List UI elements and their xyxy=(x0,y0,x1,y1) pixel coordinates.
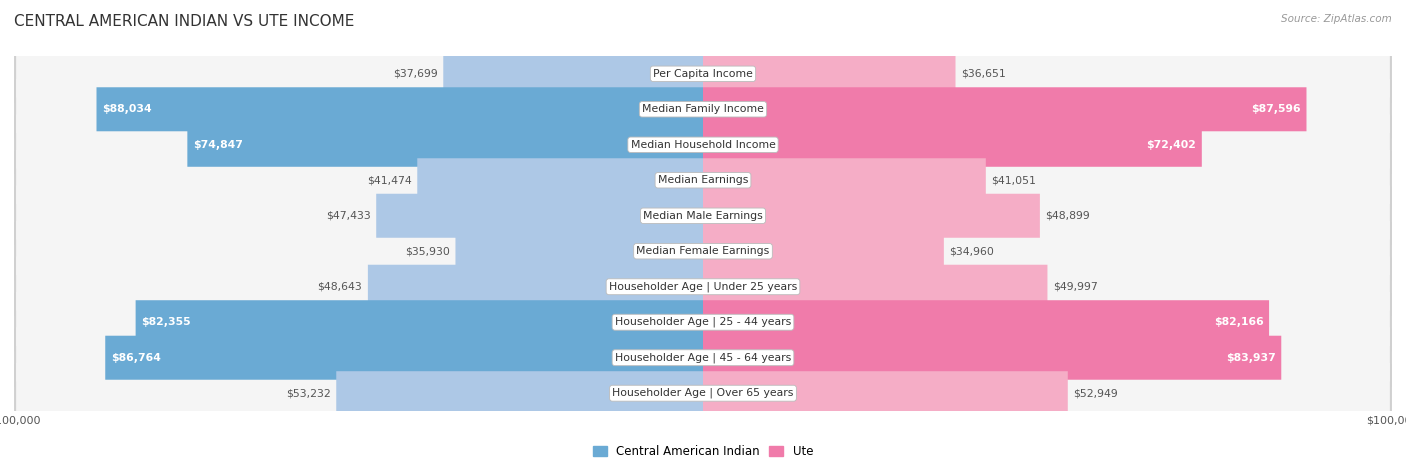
FancyBboxPatch shape xyxy=(14,364,1392,422)
Legend: Central American Indian, Ute: Central American Indian, Ute xyxy=(592,446,814,458)
FancyBboxPatch shape xyxy=(368,265,703,309)
Text: $82,355: $82,355 xyxy=(141,317,191,327)
FancyBboxPatch shape xyxy=(15,292,1391,346)
FancyBboxPatch shape xyxy=(14,329,1392,387)
Text: $35,930: $35,930 xyxy=(405,246,450,256)
FancyBboxPatch shape xyxy=(15,43,1391,98)
FancyBboxPatch shape xyxy=(377,194,703,238)
FancyBboxPatch shape xyxy=(703,87,1306,131)
FancyBboxPatch shape xyxy=(15,221,1391,275)
FancyBboxPatch shape xyxy=(97,87,703,131)
Text: Householder Age | Over 65 years: Householder Age | Over 65 years xyxy=(612,388,794,398)
Text: $83,937: $83,937 xyxy=(1226,353,1275,363)
FancyBboxPatch shape xyxy=(14,45,1392,103)
FancyBboxPatch shape xyxy=(14,222,1392,280)
Text: $41,051: $41,051 xyxy=(991,175,1036,185)
FancyBboxPatch shape xyxy=(703,300,1270,344)
Text: $34,960: $34,960 xyxy=(949,246,994,256)
FancyBboxPatch shape xyxy=(703,52,956,96)
Text: $53,232: $53,232 xyxy=(285,388,330,398)
FancyBboxPatch shape xyxy=(14,187,1392,245)
Text: Householder Age | Under 25 years: Householder Age | Under 25 years xyxy=(609,282,797,292)
Text: Median Household Income: Median Household Income xyxy=(630,140,776,150)
FancyBboxPatch shape xyxy=(443,52,703,96)
FancyBboxPatch shape xyxy=(135,300,703,344)
Text: Median Family Income: Median Family Income xyxy=(643,104,763,114)
Text: $37,699: $37,699 xyxy=(394,69,437,79)
Text: Median Male Earnings: Median Male Earnings xyxy=(643,211,763,221)
Text: $82,166: $82,166 xyxy=(1213,317,1264,327)
Text: $86,764: $86,764 xyxy=(111,353,160,363)
Text: $41,474: $41,474 xyxy=(367,175,412,185)
FancyBboxPatch shape xyxy=(703,158,986,202)
Text: Householder Age | 25 - 44 years: Householder Age | 25 - 44 years xyxy=(614,317,792,327)
FancyBboxPatch shape xyxy=(14,116,1392,174)
FancyBboxPatch shape xyxy=(187,123,703,167)
FancyBboxPatch shape xyxy=(703,123,1202,167)
FancyBboxPatch shape xyxy=(14,258,1392,316)
FancyBboxPatch shape xyxy=(703,229,943,273)
FancyBboxPatch shape xyxy=(703,371,1067,415)
FancyBboxPatch shape xyxy=(418,158,703,202)
FancyBboxPatch shape xyxy=(15,256,1391,311)
FancyBboxPatch shape xyxy=(703,336,1281,380)
Text: $72,402: $72,402 xyxy=(1146,140,1197,150)
Text: $49,997: $49,997 xyxy=(1053,282,1098,292)
FancyBboxPatch shape xyxy=(456,229,703,273)
FancyBboxPatch shape xyxy=(15,327,1391,382)
FancyBboxPatch shape xyxy=(15,114,1391,169)
FancyBboxPatch shape xyxy=(336,371,703,415)
Text: Per Capita Income: Per Capita Income xyxy=(652,69,754,79)
Text: CENTRAL AMERICAN INDIAN VS UTE INCOME: CENTRAL AMERICAN INDIAN VS UTE INCOME xyxy=(14,14,354,29)
Text: $48,899: $48,899 xyxy=(1046,211,1090,221)
FancyBboxPatch shape xyxy=(105,336,703,380)
FancyBboxPatch shape xyxy=(14,80,1392,138)
FancyBboxPatch shape xyxy=(703,194,1040,238)
FancyBboxPatch shape xyxy=(15,79,1391,133)
Text: $48,643: $48,643 xyxy=(318,282,363,292)
FancyBboxPatch shape xyxy=(15,185,1391,240)
FancyBboxPatch shape xyxy=(14,293,1392,351)
FancyBboxPatch shape xyxy=(703,265,1047,309)
FancyBboxPatch shape xyxy=(15,150,1391,204)
Text: $74,847: $74,847 xyxy=(193,140,243,150)
Text: $36,651: $36,651 xyxy=(962,69,1005,79)
Text: $88,034: $88,034 xyxy=(103,104,152,114)
FancyBboxPatch shape xyxy=(15,363,1391,417)
FancyBboxPatch shape xyxy=(14,151,1392,209)
Text: Median Earnings: Median Earnings xyxy=(658,175,748,185)
Text: $47,433: $47,433 xyxy=(326,211,371,221)
Text: $87,596: $87,596 xyxy=(1251,104,1301,114)
Text: $52,949: $52,949 xyxy=(1073,388,1118,398)
Text: Median Female Earnings: Median Female Earnings xyxy=(637,246,769,256)
Text: Source: ZipAtlas.com: Source: ZipAtlas.com xyxy=(1281,14,1392,24)
Text: Householder Age | 45 - 64 years: Householder Age | 45 - 64 years xyxy=(614,353,792,363)
